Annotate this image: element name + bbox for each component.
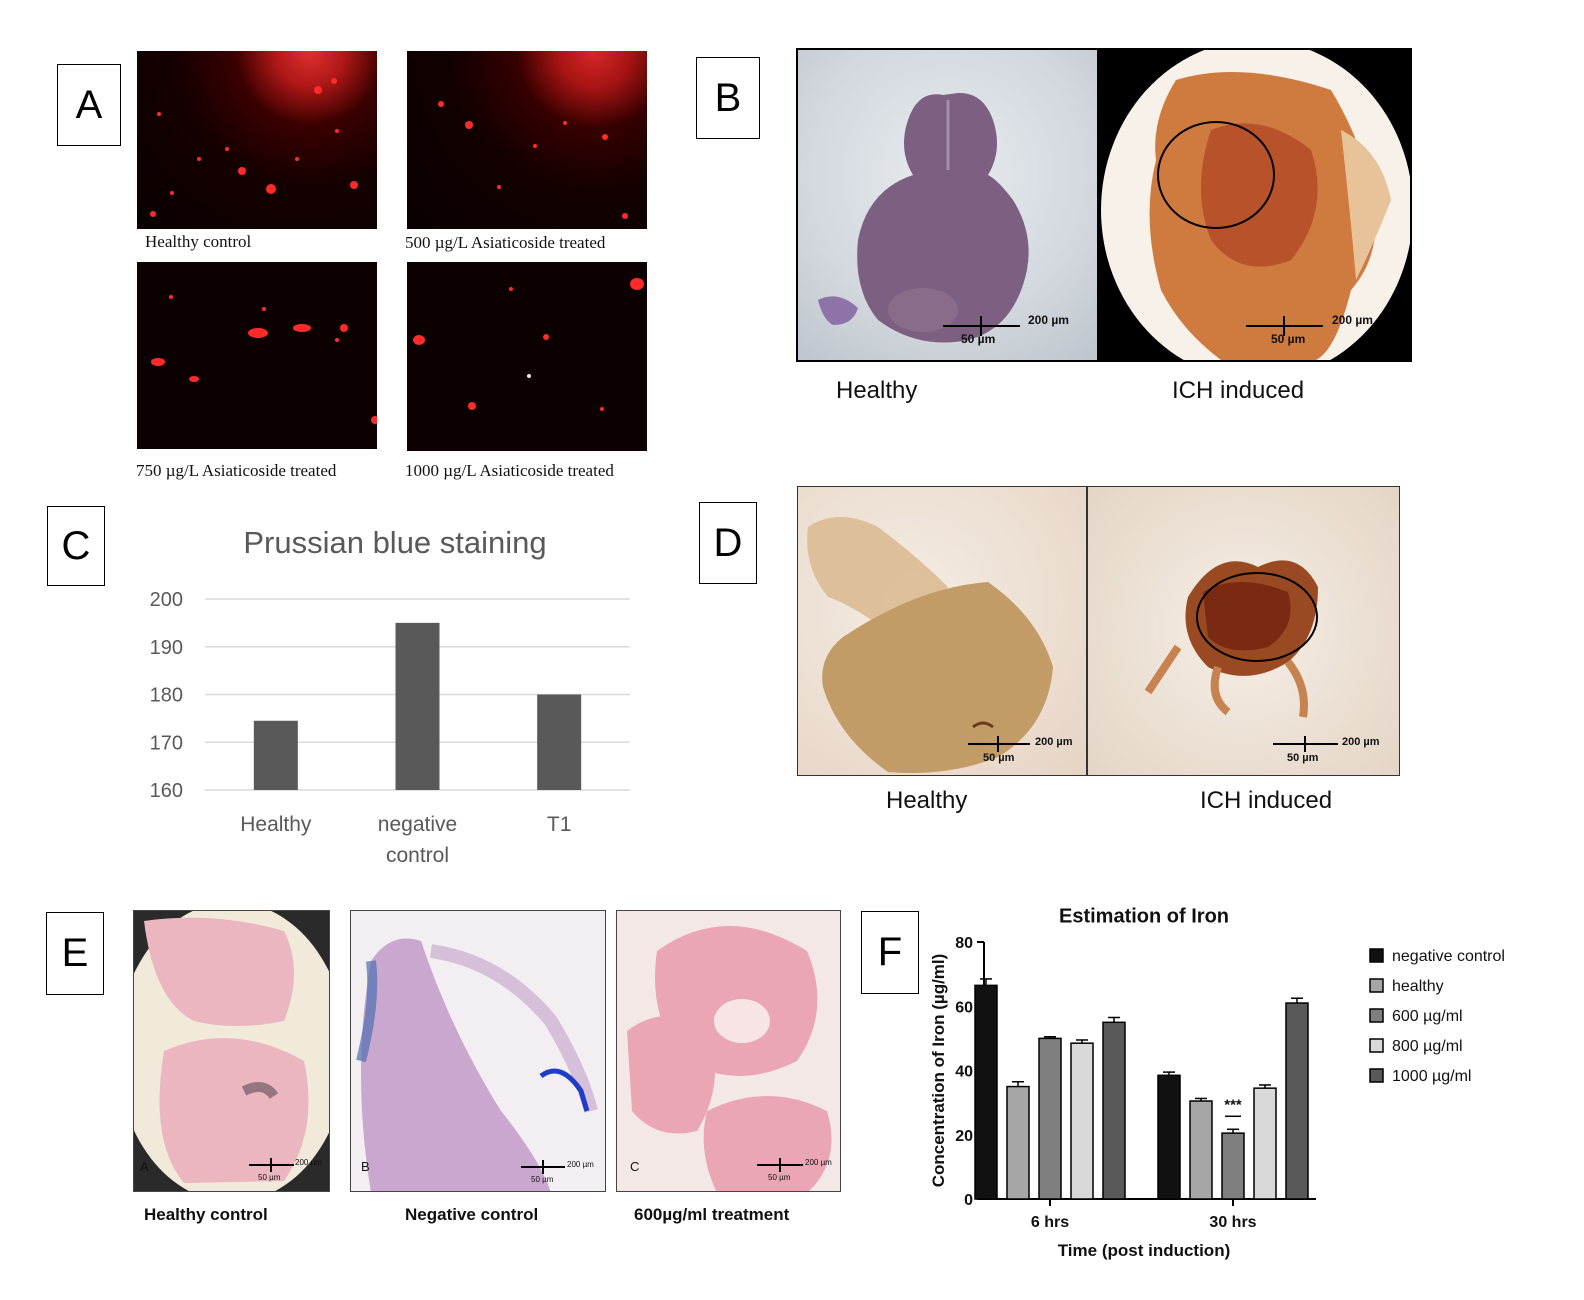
panel-d-label: D xyxy=(699,502,757,584)
panel-d-caption-healthy: Healthy xyxy=(886,787,968,814)
panel-a-caption-1: Healthy control xyxy=(145,232,252,251)
y-tick-label: 160 xyxy=(150,780,183,802)
fluorescence-image-healthy-control xyxy=(137,51,377,229)
panel-a-caption-2: 500 µg/L Asiaticoside treated xyxy=(405,233,606,252)
scale-200-label: 200 µm xyxy=(567,1160,594,1169)
x-tick-label: 6 hrs xyxy=(1031,1214,1069,1231)
scale-50-label: 50 µm xyxy=(1271,332,1306,346)
fluorescence-image-500 xyxy=(407,51,647,229)
fluorescence-image-750 xyxy=(137,262,377,449)
scale-50-label: 50 µm xyxy=(768,1173,791,1182)
bar-600-g-ml-6hrs xyxy=(1038,1037,1062,1200)
significance-stars: *** xyxy=(1224,1096,1242,1113)
panel-b-caption-ich: ICH induced xyxy=(1172,377,1305,404)
legend-label: 1000 µg/ml xyxy=(1392,1068,1471,1085)
bar-negative-control-30hrs xyxy=(1157,1074,1181,1200)
legend-label: negative control xyxy=(1392,948,1505,965)
panel-e-caption-3: 600µg/ml treatment xyxy=(634,1205,790,1224)
bar-t1 xyxy=(537,694,582,790)
y-tick-label: 180 xyxy=(150,685,183,707)
brain-image-healthy: 200 µm 50 µm xyxy=(796,48,1099,362)
histology-image-healthy: A 200 µm 50 µm xyxy=(133,910,330,1192)
fluorescence-image-1000 xyxy=(407,262,647,451)
scale-200-label: 200 µm xyxy=(1332,313,1373,327)
panel-c-label: C xyxy=(47,506,105,586)
legend-swatch xyxy=(1369,1008,1384,1023)
legend-swatch xyxy=(1369,1068,1384,1083)
scale-200-label: 200 µm xyxy=(1028,313,1069,327)
panel-b-caption-healthy: Healthy xyxy=(836,377,918,404)
histology-image-negative: B 200 µm 50 µm xyxy=(350,910,606,1192)
x-tick-label: 30 hrs xyxy=(1209,1214,1256,1231)
legend-swatch xyxy=(1369,1038,1384,1053)
histology-letter-c: C xyxy=(630,1159,640,1174)
bar-negative-control-6hrs xyxy=(974,984,998,1200)
panel-b-label: B xyxy=(696,57,760,139)
scale-50-label: 50 µm xyxy=(1287,752,1319,764)
brain-image-ich-induced: 200 µm 50 µm xyxy=(1099,48,1412,362)
bar-600-g-ml-30hrs xyxy=(1221,1132,1245,1200)
chart-c-title: Prussian blue staining xyxy=(243,525,546,560)
scale-50-label: 50 µm xyxy=(961,332,996,346)
x-tick-label: T1 xyxy=(547,813,572,836)
panel-a-caption-3: 750 µg/L Asiaticoside treated xyxy=(136,461,337,480)
bar-1000-g-ml-30hrs xyxy=(1285,1002,1309,1200)
panel-e-label: E xyxy=(46,912,104,995)
chart-f-title: Estimation of Iron xyxy=(1059,906,1229,928)
panel-a-label: A xyxy=(57,64,121,146)
prussian-blue-chart: Prussian blue staining 160 170 180 190 200 Hea… xyxy=(150,525,630,867)
scale-50-label: 50 µm xyxy=(983,752,1015,764)
legend-label: 800 µg/ml xyxy=(1392,1038,1463,1055)
scale-200-label: 200 µm xyxy=(1035,736,1073,748)
y-tick-label: 190 xyxy=(150,637,183,659)
bar-800-g-ml-6hrs xyxy=(1070,1042,1094,1200)
iron-estimation-chart: Estimation of Iron 0 20 40 60 80 Concentration… xyxy=(929,906,1505,1260)
y-tick-label: 60 xyxy=(955,999,973,1016)
y-tick-label: 80 xyxy=(955,935,973,952)
brain-image-ich-induced-2: 200 µm 50 µm xyxy=(1087,486,1400,776)
x-axis-label: Time (post induction) xyxy=(1058,1241,1231,1260)
panel-e-caption-1: Healthy control xyxy=(144,1205,268,1224)
legend-label: healthy xyxy=(1392,978,1444,995)
panel-a-caption-4: 1000 µg/L Asiaticoside treated xyxy=(405,461,614,480)
bar-healthy xyxy=(253,720,298,790)
bar-healthy-30hrs xyxy=(1189,1100,1213,1200)
panel-f-label: F xyxy=(861,911,919,994)
bar-800-g-ml-30hrs xyxy=(1253,1087,1277,1200)
x-tick-label: negative xyxy=(378,813,457,836)
histology-letter-a: A xyxy=(140,1159,149,1174)
legend-label: 600 µg/ml xyxy=(1392,1008,1463,1025)
scale-200-label: 200 µm xyxy=(1342,736,1380,748)
panel-d-caption-ich: ICH induced xyxy=(1200,787,1333,814)
histology-letter-b: B xyxy=(361,1159,370,1174)
x-tick-label: Healthy xyxy=(240,813,312,836)
y-tick-label: 200 xyxy=(150,589,183,611)
bar-healthy-6hrs xyxy=(1006,1085,1030,1200)
bar-1000-g-ml-6hrs xyxy=(1102,1021,1126,1200)
scale-200-label: 200 µm xyxy=(295,1158,322,1167)
y-tick-label: 20 xyxy=(955,1128,973,1145)
brain-image-healthy-2: 200 µm 50 µm xyxy=(797,486,1087,776)
legend-swatch xyxy=(1369,948,1384,963)
scale-50-label: 50 µm xyxy=(531,1175,554,1184)
y-tick-label: 170 xyxy=(150,732,183,754)
y-axis-label: Concentration of Iron (µg/ml) xyxy=(929,954,948,1188)
histology-image-600-treatment: C 200 µm 50 µm xyxy=(616,910,841,1192)
panel-e-caption-2: Negative control xyxy=(405,1205,539,1224)
x-tick-label: control xyxy=(386,844,449,867)
y-tick-label: 40 xyxy=(955,1064,973,1081)
scale-50-label: 50 µm xyxy=(258,1173,281,1182)
legend-swatch xyxy=(1369,978,1384,993)
scale-200-label: 200 µm xyxy=(805,1158,832,1167)
bar-negative-control xyxy=(395,622,440,790)
y-tick-label: 0 xyxy=(964,1192,973,1209)
